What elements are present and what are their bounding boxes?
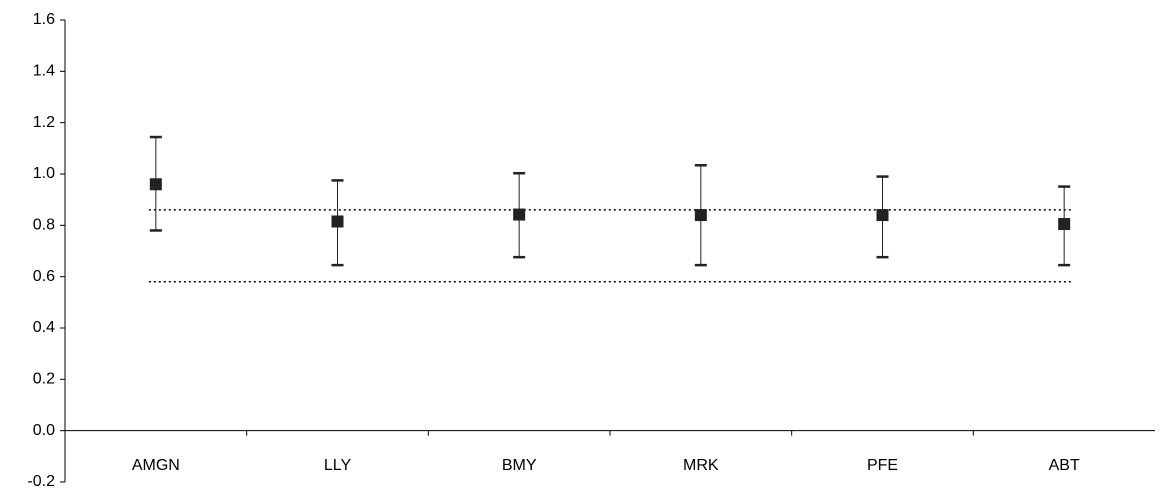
x-tick-label: AMGN: [132, 457, 180, 474]
y-tick-label: 0.0: [33, 422, 55, 439]
x-tick-label: PFE: [867, 457, 898, 474]
y-tick-label: 1.6: [33, 11, 55, 28]
y-tick-label: 0.2: [33, 371, 55, 388]
point: [331, 215, 344, 228]
y-tick-label: 1.2: [33, 114, 55, 131]
x-tick-label: LLY: [324, 457, 352, 474]
point: [513, 208, 526, 221]
y-tick-label: -0.2: [27, 473, 55, 489]
y-tick-label: 0.8: [33, 217, 55, 234]
x-tick-label: MRK: [683, 457, 719, 474]
x-tick-label: ABT: [1049, 457, 1080, 474]
y-tick-label: 1.4: [33, 63, 55, 80]
y-tick-label: 0.4: [33, 319, 55, 336]
x-tick-label: BMY: [502, 457, 537, 474]
point: [1058, 218, 1071, 231]
y-tick-label: 1.0: [33, 165, 55, 182]
point: [149, 178, 162, 191]
y-tick-label: 0.6: [33, 268, 55, 285]
point: [876, 209, 889, 222]
point: [694, 209, 707, 222]
